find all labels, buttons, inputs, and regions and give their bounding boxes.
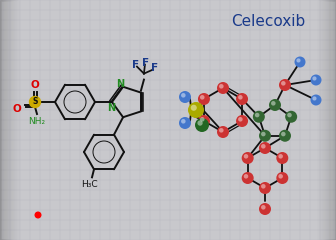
Circle shape [259, 130, 271, 142]
Circle shape [269, 99, 281, 111]
Circle shape [285, 111, 297, 123]
Circle shape [35, 212, 41, 218]
Circle shape [271, 101, 276, 106]
Circle shape [312, 96, 317, 101]
Circle shape [276, 172, 288, 184]
Circle shape [191, 105, 197, 111]
Circle shape [198, 93, 210, 105]
Circle shape [236, 115, 248, 127]
Circle shape [181, 119, 185, 124]
Circle shape [242, 172, 254, 184]
Circle shape [261, 205, 265, 210]
Circle shape [287, 113, 292, 117]
Circle shape [253, 111, 265, 123]
Circle shape [310, 74, 322, 85]
Circle shape [278, 154, 283, 159]
Circle shape [188, 102, 204, 118]
Circle shape [238, 117, 243, 122]
Circle shape [238, 95, 243, 100]
Circle shape [281, 132, 286, 136]
Text: F: F [132, 60, 139, 70]
Text: Celecoxib: Celecoxib [231, 14, 305, 30]
Circle shape [236, 93, 248, 105]
Circle shape [279, 79, 291, 91]
Circle shape [294, 56, 305, 67]
Text: F: F [142, 58, 150, 68]
Text: F: F [152, 63, 159, 72]
Circle shape [261, 184, 265, 189]
Circle shape [179, 117, 191, 129]
Text: H₃C: H₃C [81, 180, 97, 189]
Circle shape [219, 128, 223, 132]
Circle shape [281, 81, 286, 86]
Circle shape [179, 91, 191, 103]
Circle shape [30, 96, 41, 108]
Circle shape [276, 152, 288, 164]
Circle shape [278, 174, 283, 179]
Circle shape [310, 95, 322, 106]
Text: NH₂: NH₂ [29, 116, 46, 126]
Circle shape [200, 117, 205, 122]
Circle shape [244, 154, 248, 159]
Circle shape [259, 203, 271, 215]
Circle shape [198, 115, 210, 127]
Text: N: N [116, 79, 124, 89]
Circle shape [296, 58, 300, 63]
Circle shape [244, 174, 248, 179]
Circle shape [279, 130, 291, 142]
Text: S: S [32, 97, 38, 107]
Circle shape [197, 120, 203, 126]
Circle shape [255, 113, 259, 117]
Circle shape [195, 118, 209, 132]
Circle shape [312, 76, 317, 81]
Circle shape [261, 144, 265, 149]
Text: N: N [107, 103, 115, 113]
Text: O: O [13, 104, 22, 114]
Circle shape [219, 84, 223, 89]
Circle shape [259, 142, 271, 154]
Circle shape [261, 132, 265, 136]
Circle shape [181, 93, 185, 98]
Circle shape [259, 182, 271, 194]
Text: O: O [31, 80, 39, 90]
Circle shape [217, 82, 229, 94]
Circle shape [242, 152, 254, 164]
Circle shape [200, 95, 205, 100]
Circle shape [217, 126, 229, 138]
